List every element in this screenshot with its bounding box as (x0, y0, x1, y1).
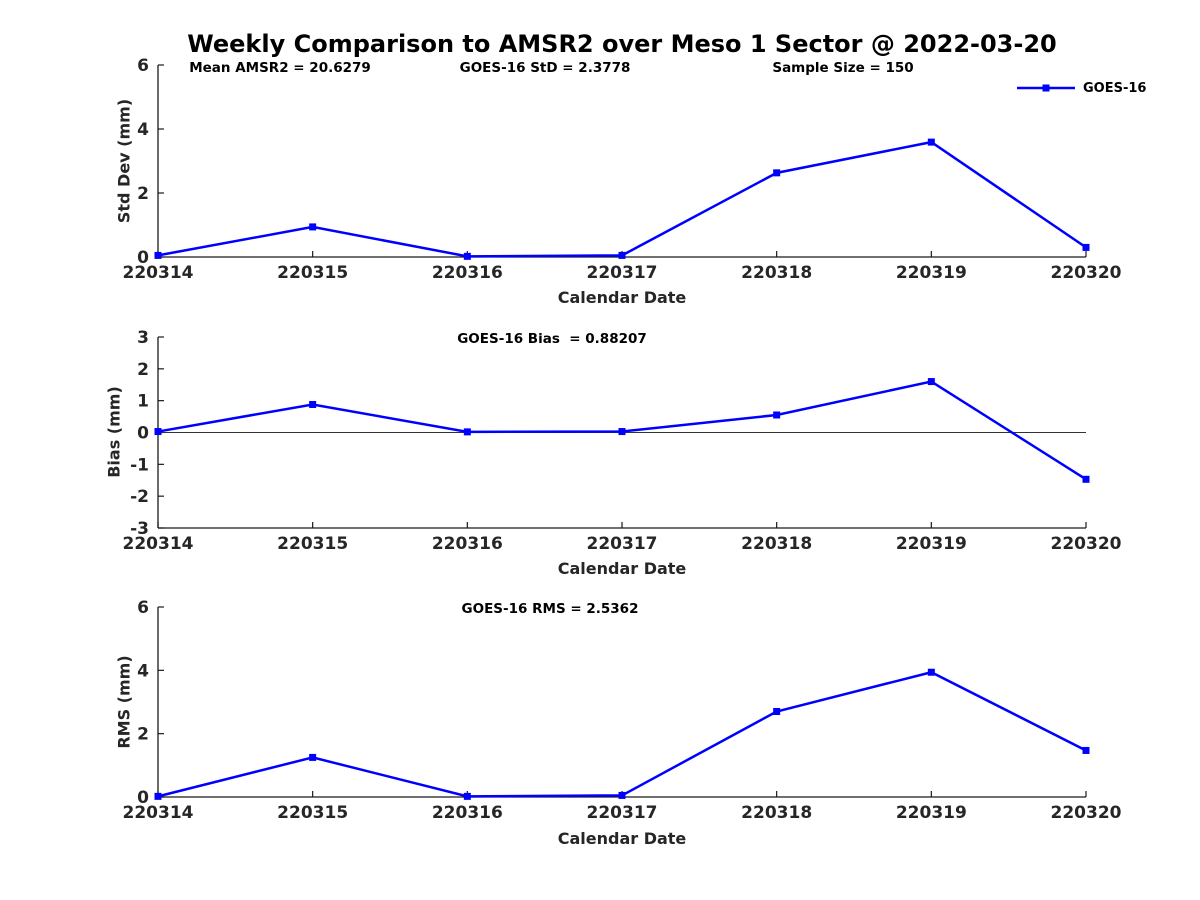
series-line-GOES-16 (157, 670, 1087, 798)
x-tick-label: 220319 (896, 534, 967, 554)
x-tick-label: 220317 (587, 534, 658, 554)
x-axis-label-calendar-date: Calendar Date (557, 829, 687, 848)
x-tick-label: 220320 (1051, 263, 1122, 283)
y-tick-label: 6 (137, 598, 149, 618)
data-point-marker (463, 428, 471, 436)
y-tick-label: -3 (130, 519, 149, 539)
y-tick-label: 3 (137, 328, 149, 348)
y-tick-label: 2 (137, 360, 149, 380)
y-tick-label: 1 (137, 392, 149, 412)
data-point-marker (154, 792, 162, 800)
subplot-0: 0 2 4 6 220314 220315 220316 220317 220318 220319… (123, 56, 1122, 283)
y-tick-label: 6 (137, 56, 149, 76)
data-point-marker (309, 223, 317, 231)
x-tick-label: 220315 (277, 803, 348, 823)
x-tick-label: 220319 (896, 263, 967, 283)
annotation-mean-amsr2: Mean AMSR2 = 20.6279 (189, 60, 371, 76)
data-point-marker (773, 411, 781, 419)
x-tick-label: 220315 (277, 263, 348, 283)
y-tick-label: 0 (137, 424, 149, 444)
y-tick-label: 4 (137, 661, 149, 681)
data-point-marker (309, 753, 317, 761)
x-tick-label: 220317 (587, 263, 658, 283)
annotation-goes16-bias: GOES-16 Bias = 0.88207 (457, 331, 647, 347)
x-tick-label: 220320 (1051, 534, 1122, 554)
x-tick-label: 220315 (277, 534, 348, 554)
data-point-marker (154, 428, 162, 436)
y-tick-label: 2 (137, 725, 149, 745)
legend-line-marker-icon (1017, 84, 1075, 92)
subplot-1: -3 -2 -1 0 1 2 3 220314 220315 220316 220317 220318… (123, 328, 1122, 554)
x-tick-label: 220314 (123, 263, 194, 283)
x-axis-label-calendar-date: Calendar Date (557, 559, 687, 578)
data-point-marker (463, 252, 471, 260)
x-tick-label: 220317 (587, 803, 658, 823)
data-point-marker (309, 400, 317, 408)
data-point-marker (927, 378, 935, 386)
x-tick-label: 220316 (432, 803, 503, 823)
data-point-marker (1082, 243, 1090, 251)
x-axis-label-calendar-date: Calendar Date (557, 288, 687, 307)
x-tick-label: 220320 (1051, 803, 1122, 823)
data-point-marker (773, 169, 781, 177)
x-tick-label: 220314 (123, 534, 194, 554)
annotation-sample-size: Sample Size = 150 (772, 60, 914, 76)
legend-label: GOES-16 (1083, 80, 1147, 96)
figure-title: Weekly Comparison to AMSR2 over Meso 1 S… (187, 30, 1057, 58)
data-point-marker (618, 791, 626, 799)
y-tick-label: 2 (137, 184, 149, 204)
data-point-marker (1082, 475, 1090, 483)
y-tick-label: 0 (137, 788, 149, 808)
x-tick-label: 220318 (741, 803, 812, 823)
y-tick-label: -2 (130, 487, 149, 507)
x-tick-label: 220314 (123, 803, 194, 823)
x-tick-label: 220319 (896, 803, 967, 823)
data-point-marker (463, 792, 471, 800)
data-point-marker (154, 251, 162, 259)
data-point-marker (618, 251, 626, 259)
legend: GOES-16 (1016, 80, 1146, 96)
y-tick-label: -1 (130, 455, 149, 475)
data-point-marker (773, 708, 781, 715)
subplot-2: 0 2 4 6 220314 220315 220316 220317 220318 220319… (123, 598, 1122, 823)
data-point-marker (927, 668, 935, 676)
annotation-goes16-std: GOES-16 StD = 2.3778 (459, 60, 631, 76)
x-tick-label: 220316 (432, 534, 503, 554)
series-line-GOES-16 (157, 140, 1087, 258)
y-tick-label: 0 (137, 248, 149, 268)
x-tick-label: 220318 (741, 534, 812, 554)
y-tick-label: 4 (137, 120, 149, 140)
data-point-marker (927, 138, 935, 146)
data-point-marker (1082, 746, 1090, 754)
data-point-marker (618, 428, 626, 436)
x-tick-label: 220316 (432, 263, 503, 283)
x-tick-label: 220318 (741, 263, 812, 283)
annotation-goes16-rms: GOES-16 RMS = 2.5362 (461, 601, 639, 617)
